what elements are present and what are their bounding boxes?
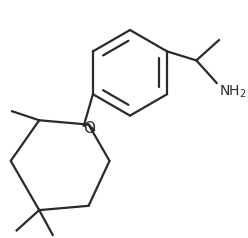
Text: O: O bbox=[83, 120, 95, 135]
Text: NH$_2$: NH$_2$ bbox=[219, 84, 247, 100]
